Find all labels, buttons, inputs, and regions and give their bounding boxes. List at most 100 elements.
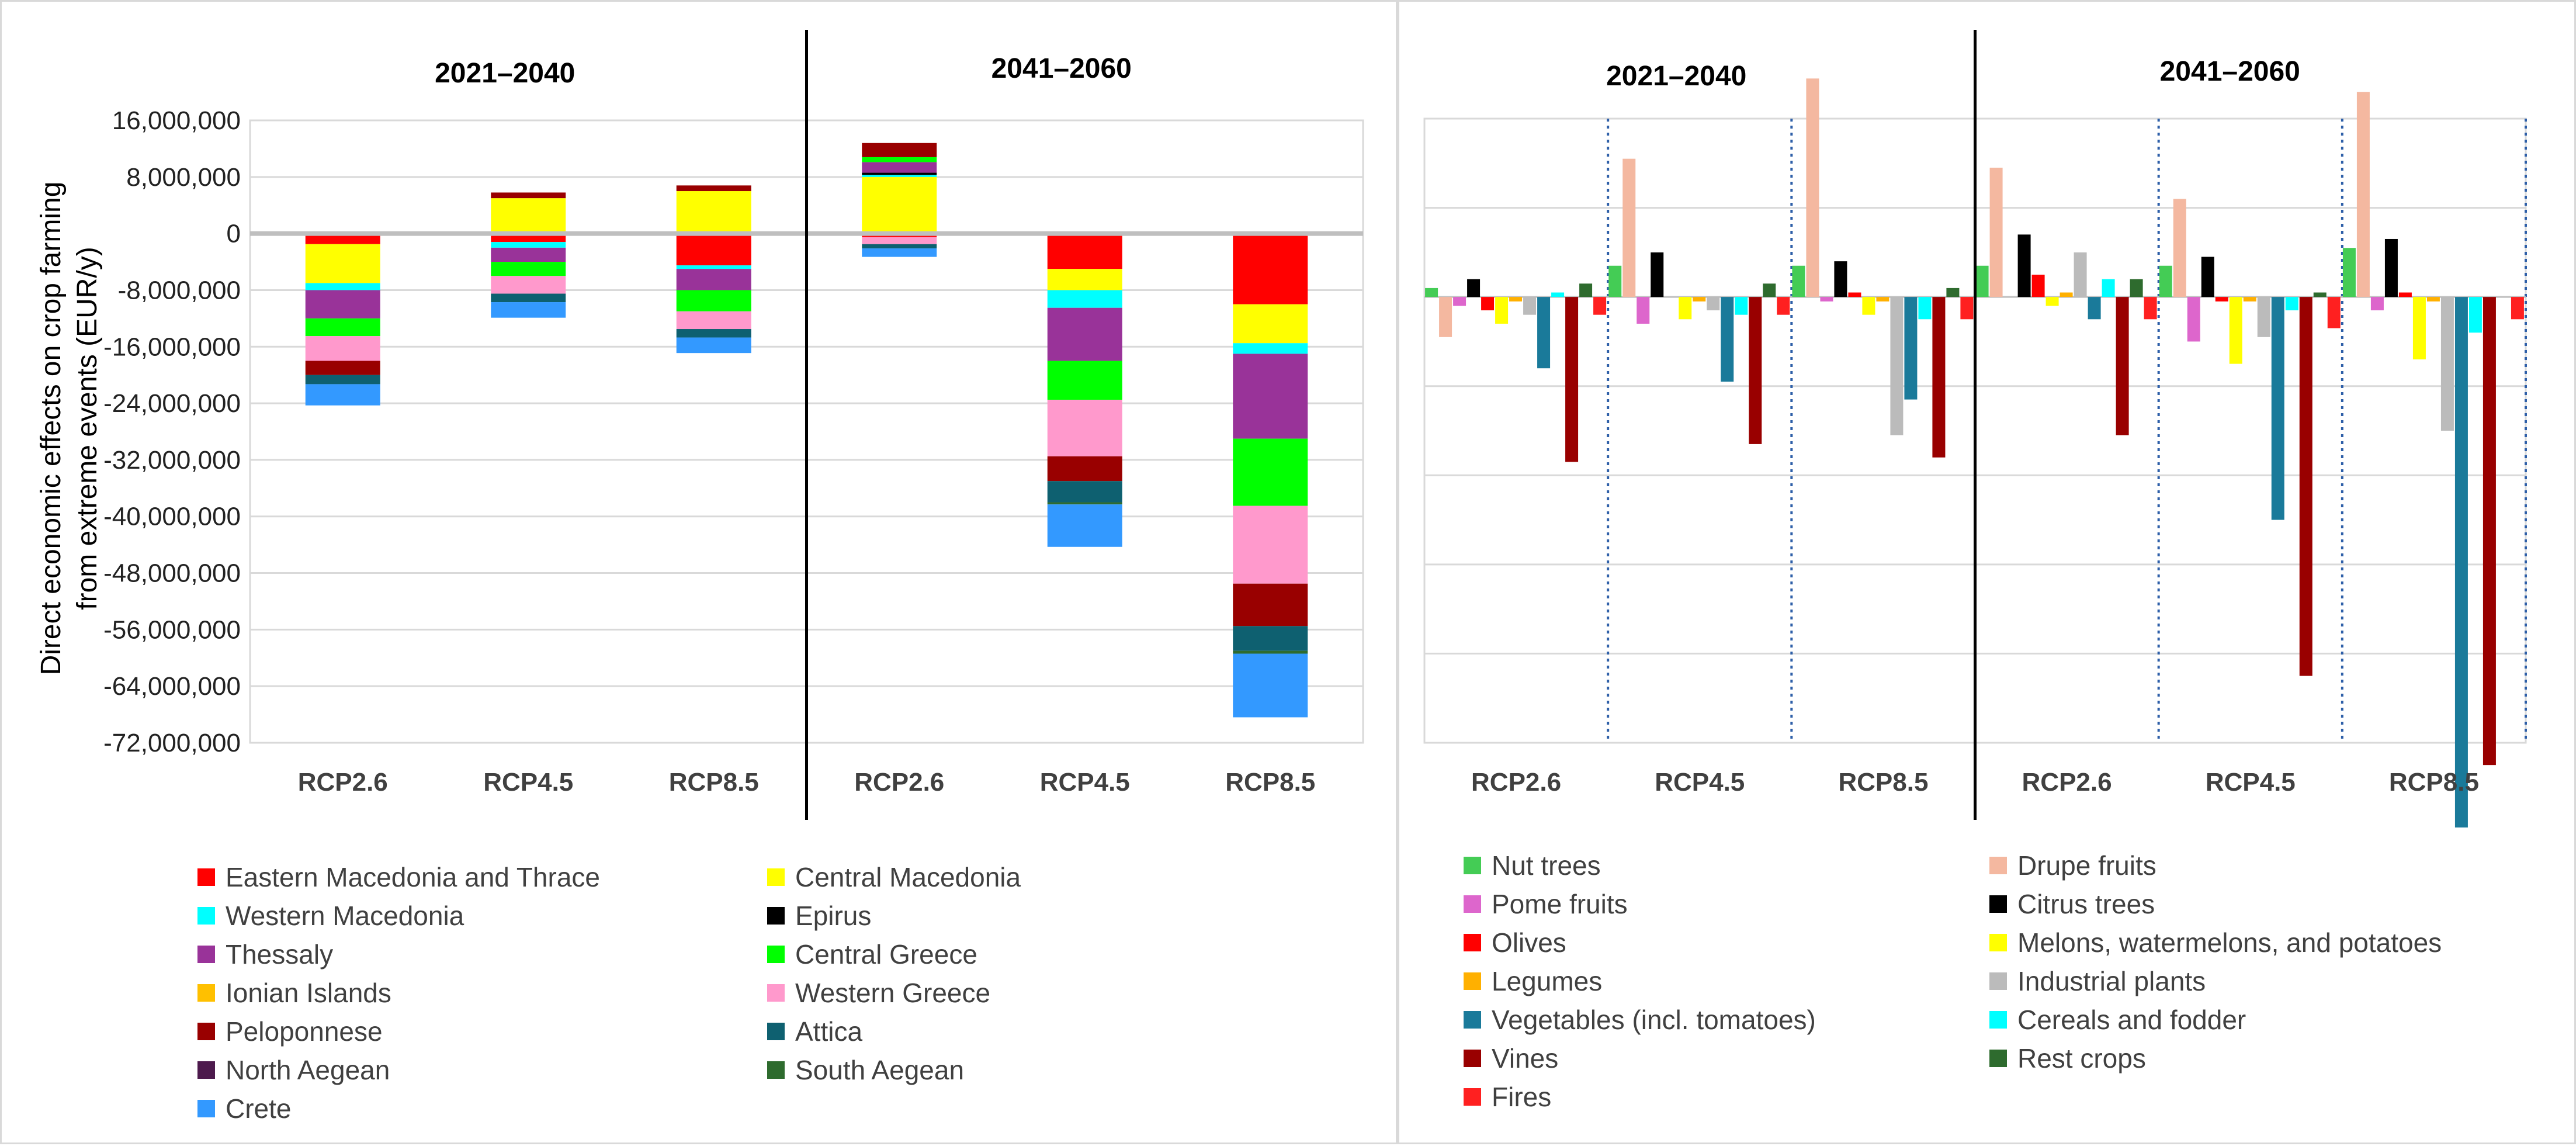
legend-item-melons-watermelons-and-potatoes: Melons, watermelons, and potatoes <box>1989 926 2442 959</box>
legend-label: South Aegean <box>795 1055 965 1085</box>
bar-segment-peloponnese <box>305 361 380 375</box>
bar-nut-trees <box>1792 265 1805 297</box>
y-axis-title-line: Direct economic effects on crop farming <box>36 182 67 676</box>
bar-pome-fruits <box>2187 297 2200 342</box>
right-chart-panel: RCP2.6 RCP4.5 RCP8.5 RCP2.6 RCP4.5 RCP8.5 2021… <box>1398 0 2576 1144</box>
legend-item-rest-crops: Rest crops <box>1989 1042 2146 1075</box>
legend-item-north-aegean: North Aegean <box>197 1054 390 1086</box>
bar-drupe-fruits <box>1439 297 1452 337</box>
bar-segment-western-macedonia <box>862 175 937 177</box>
legend-label: Olives <box>1492 927 1566 958</box>
bar-rest-crops <box>2313 292 2327 297</box>
bar-cereals-and-fodder <box>1918 297 1932 320</box>
bar-segment-eastern-macedonia-and-thrace <box>676 233 751 266</box>
legend-label: Vegetables (incl. tomatoes) <box>1492 1005 1816 1035</box>
bar-segment-central-greece <box>305 318 380 337</box>
period-title: 2021–2040 <box>1606 61 1746 92</box>
legend-item-attica: Attica <box>767 1015 862 1048</box>
bar-industrial-plants <box>2074 252 2087 297</box>
legend-swatch <box>767 946 785 963</box>
legend-item-central-greece: Central Greece <box>767 938 977 971</box>
legend-swatch <box>197 1023 215 1040</box>
y-axis-title-line: from extreme events (EUR/y) <box>72 247 103 610</box>
legend-label: Melons, watermelons, and potatoes <box>2017 927 2442 958</box>
bar-pome-fruits <box>1820 297 1833 302</box>
legend-item-nut-trees: Nut trees <box>1464 849 1601 882</box>
bar-drupe-fruits <box>1806 78 1819 297</box>
category-label: RCP2.6 <box>2022 768 2112 797</box>
bar-segment-central-greece <box>1047 361 1122 400</box>
bar-fires <box>2144 297 2157 320</box>
category-label: RCP2.6 <box>298 768 388 797</box>
category-label: RCP4.5 <box>1040 768 1130 797</box>
legend-item-western-greece: Western Greece <box>767 977 990 1009</box>
bar-nut-trees <box>2159 265 2172 297</box>
legend-label: Attica <box>795 1016 863 1047</box>
bar-fires <box>1777 297 1790 315</box>
legend-item-eastern-macedonia-and-thrace: Eastern Macedonia and Thrace <box>197 861 600 894</box>
period-title: 2021–2040 <box>435 58 575 89</box>
bar-segment-attica <box>1233 626 1308 651</box>
bar-melons-watermelons-and-potatoes <box>2412 297 2426 359</box>
bar-segment-eastern-macedonia-and-thrace <box>305 233 380 244</box>
bar-rest-crops <box>1946 288 1960 297</box>
category-label: RCP8.5 <box>1838 768 1928 797</box>
bar-legumes <box>2243 297 2256 302</box>
left-stacked-bar-chart: 16,000,000 8,000,000 0 -8,000,000 -16,000,00… <box>36 30 1364 820</box>
bar-segment-central-macedonia <box>305 244 380 283</box>
legend-item-epirus: Epirus <box>767 899 871 932</box>
legend-swatch <box>1464 934 1481 951</box>
legend-label: Eastern Macedonia and Thrace <box>226 862 600 892</box>
y-axis-title: Direct economic effects on crop farming f… <box>36 182 103 676</box>
bar-legumes <box>1693 297 1706 302</box>
y-tick-label: -64,000,000 <box>103 672 241 701</box>
legend-swatch <box>767 907 785 925</box>
bar-segment-western-greece <box>305 336 380 361</box>
bar-melons-watermelons-and-potatoes <box>1495 297 1509 324</box>
bar-segment-thessaly <box>1047 307 1122 361</box>
legend-swatch <box>767 1023 785 1040</box>
bar-melons-watermelons-and-potatoes <box>2229 297 2242 364</box>
bar-segment-western-greece <box>676 311 751 330</box>
bar-segment-central-greece <box>1233 438 1308 506</box>
bar-segment-peloponnese <box>491 192 566 199</box>
legend-label: Thessaly <box>226 939 334 970</box>
bar-industrial-plants <box>1707 297 1720 311</box>
bar-segment-attica <box>305 375 380 385</box>
bar-citrus-trees <box>1834 261 1847 297</box>
y-tick-label: 16,000,000 <box>112 106 241 135</box>
bar-fires <box>1960 297 1974 320</box>
bar-drupe-fruits <box>2173 199 2186 297</box>
legend-item-drupe-fruits: Drupe fruits <box>1989 849 2157 882</box>
legend-item-peloponnese: Peloponnese <box>197 1015 383 1048</box>
bar-segment-epirus <box>862 172 937 175</box>
legend-swatch <box>767 984 785 1002</box>
bar-citrus-trees <box>2017 234 2031 297</box>
bar-segment-crete <box>1047 504 1122 547</box>
left-chart-panel: 16,000,000 8,000,000 0 -8,000,000 -16,000,00… <box>0 0 1398 1144</box>
bar-fires <box>2327 297 2341 328</box>
legend-item-western-macedonia: Western Macedonia <box>197 899 464 932</box>
bar-segment-western-macedonia <box>1233 343 1308 354</box>
bar-citrus-trees <box>2384 238 2398 297</box>
y-tick-label: -56,000,000 <box>103 615 241 644</box>
bar-segment-central-macedonia <box>862 176 937 234</box>
legend-swatch <box>1464 857 1481 874</box>
bar-vines <box>2299 297 2312 676</box>
bar-pome-fruits <box>1453 297 1466 306</box>
legend-item-vines: Vines <box>1464 1042 1558 1075</box>
category-label: RCP4.5 <box>2206 768 2296 797</box>
bar-segment-attica <box>862 244 937 249</box>
legend-item-olives: Olives <box>1464 926 1566 959</box>
legend-swatch <box>1989 1011 2007 1029</box>
legend-swatch <box>197 868 215 886</box>
bar-legumes <box>2426 297 2440 302</box>
bar-drupe-fruits <box>1622 158 1636 297</box>
legend-item-vegetables-incl-tomatoes: Vegetables (incl. tomatoes) <box>1464 1003 1816 1036</box>
bar-segment-thessaly <box>862 162 937 173</box>
bar-segment-crete <box>862 248 937 257</box>
bar-segment-central-greece <box>862 157 937 162</box>
legend-swatch <box>1989 934 2007 951</box>
category-label: RCP8.5 <box>1225 768 1315 797</box>
y-tick-label: -16,000,000 <box>103 333 241 361</box>
